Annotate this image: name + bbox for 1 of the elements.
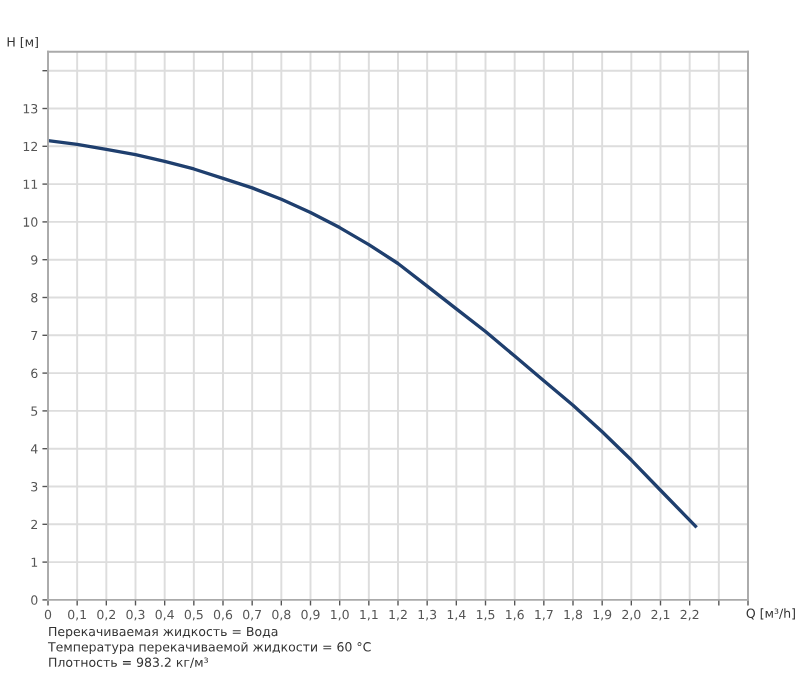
line-series: [48, 138, 698, 528]
